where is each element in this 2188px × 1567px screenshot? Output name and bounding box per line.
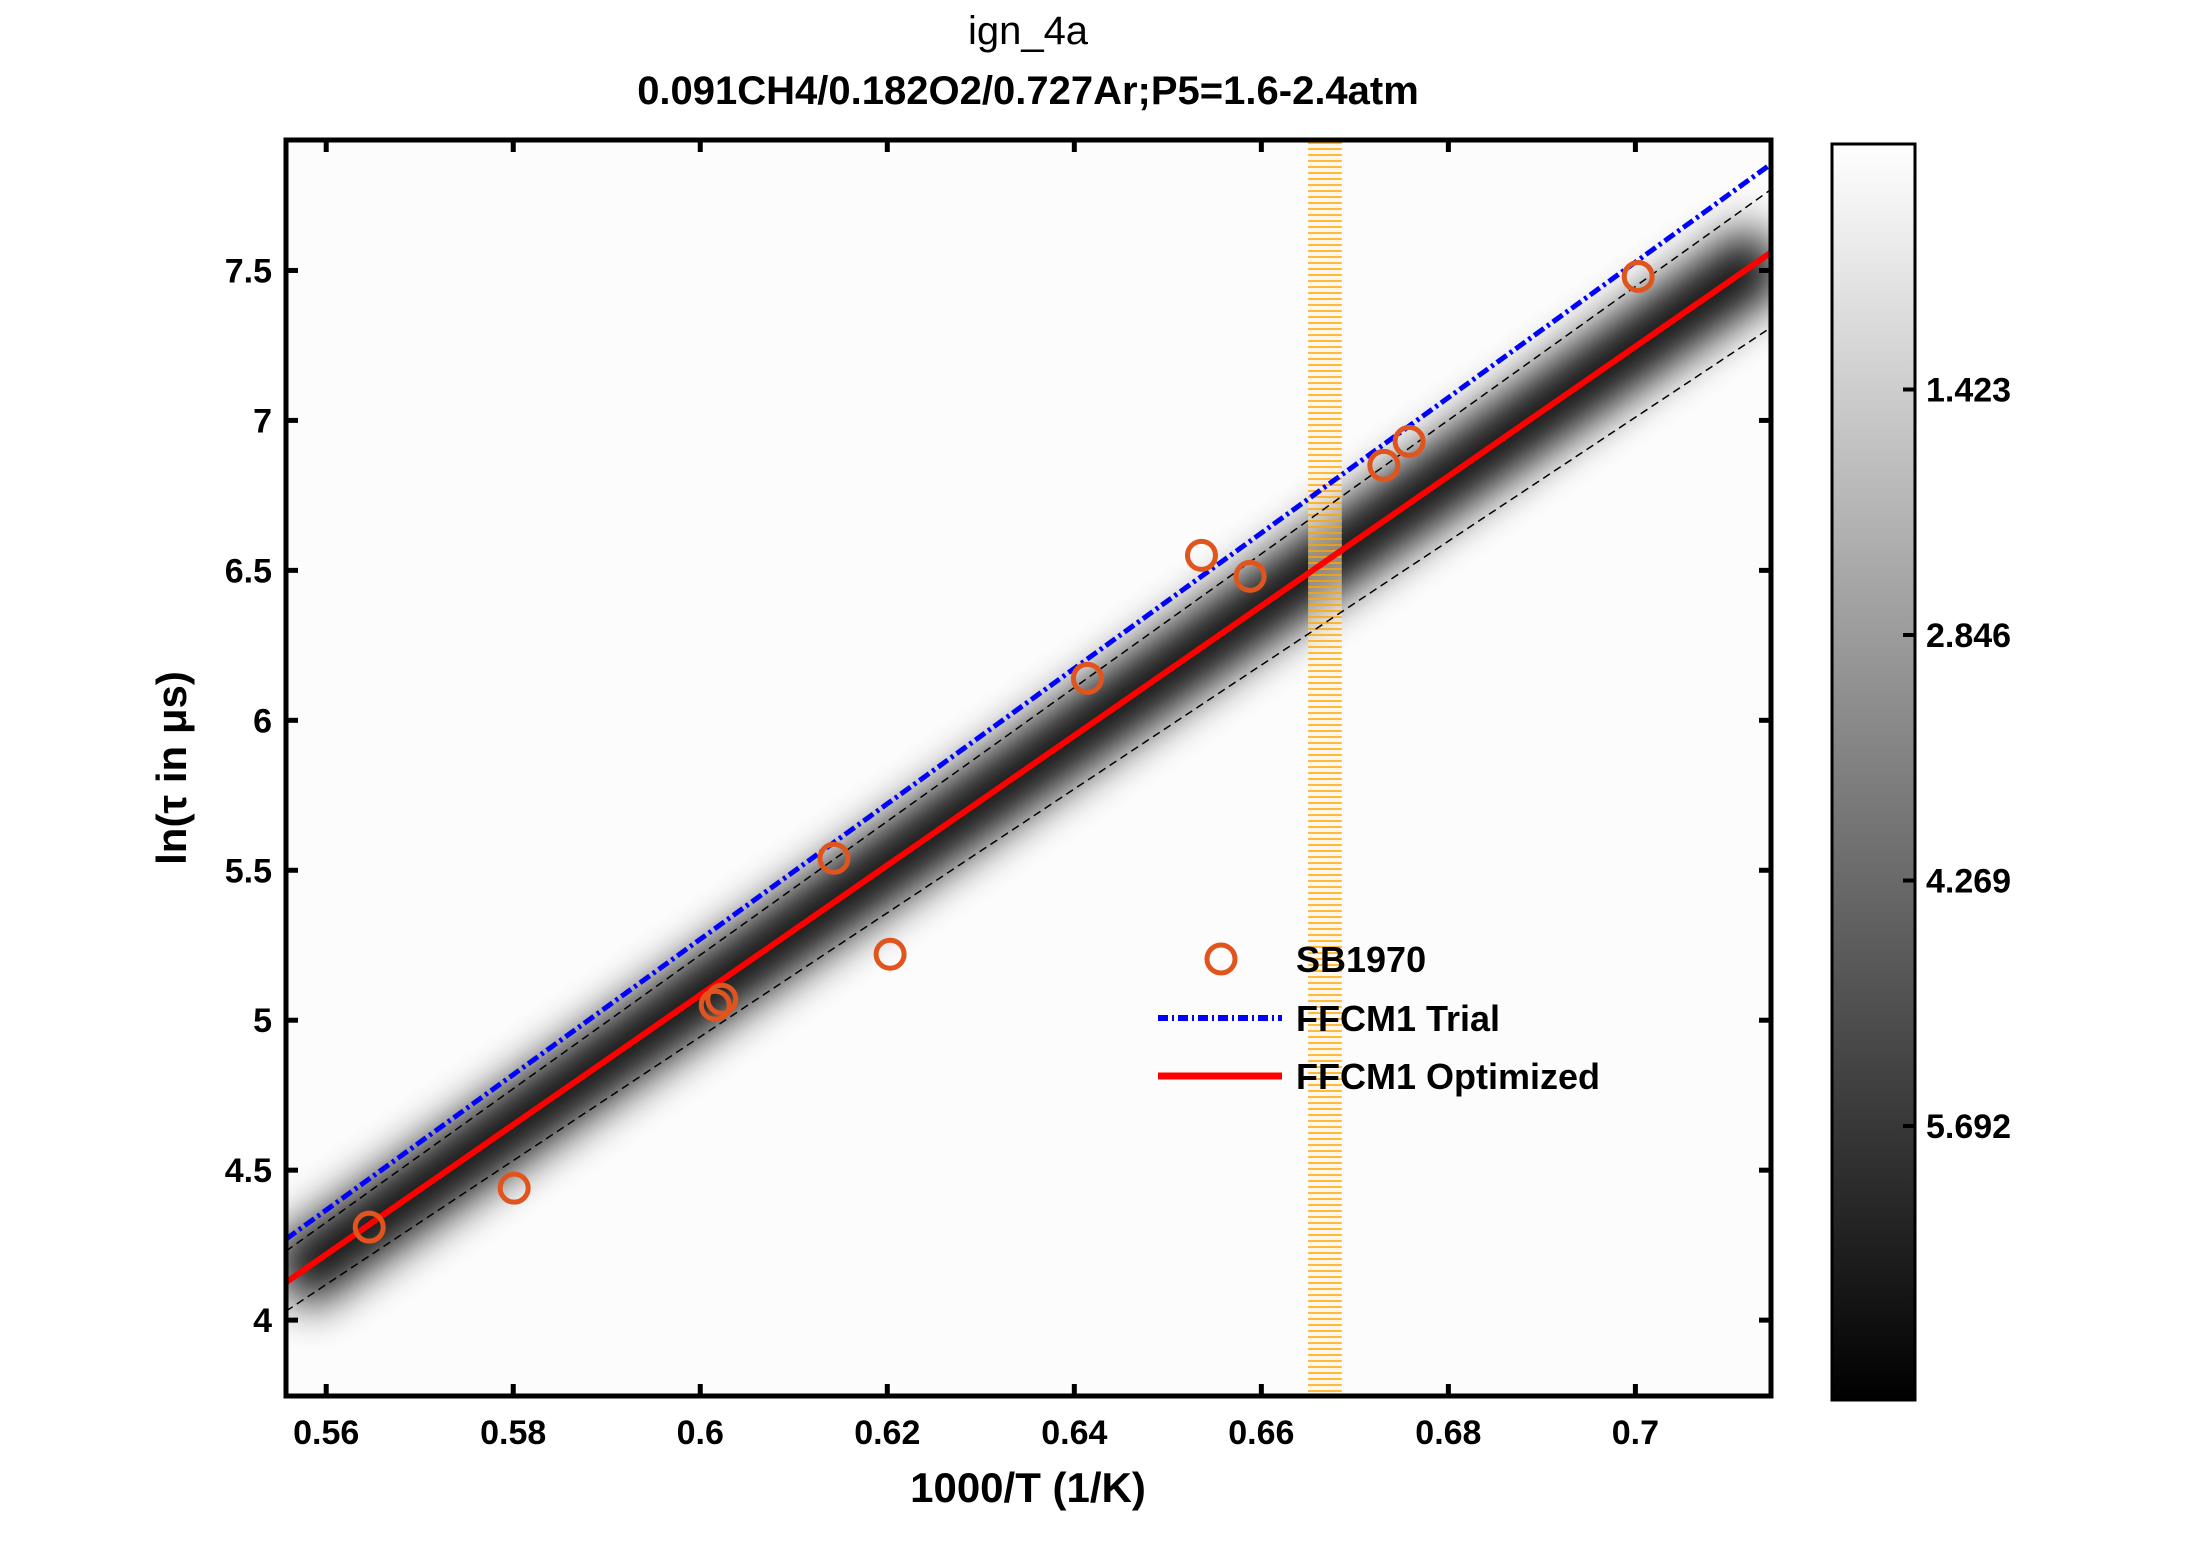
y-tick-label: 4	[253, 1302, 272, 1340]
data-point-sb1970	[705, 982, 739, 1016]
vertical-band	[1308, 140, 1342, 1396]
chart-subtitle: 0.091CH4/0.182O2/0.727Ar;P5=1.6-2.4atm	[637, 69, 1419, 113]
y-tick-label: 6	[253, 702, 272, 740]
data-point-sb1970	[1233, 559, 1267, 593]
data-point-sb1970	[352, 1210, 386, 1244]
x-tick-label: 0.68	[1415, 1414, 1481, 1452]
legend-label-optimized: FFCM1 Optimized	[1296, 1056, 1600, 1097]
data-point-sb1970	[1367, 448, 1401, 482]
x-axis-label: 1000/T (1/K)	[910, 1464, 1146, 1511]
data-point-sb1970	[1392, 424, 1426, 458]
x-tick-label: 0.7	[1612, 1414, 1659, 1452]
colorbar-tick-label: 2.846	[1926, 617, 2011, 655]
data-point-sb1970	[698, 988, 732, 1022]
x-tick-label: 0.6	[677, 1414, 724, 1452]
colorbar-tick-label: 5.692	[1926, 1108, 2011, 1146]
data-point-sb1970	[873, 937, 907, 971]
plot-frame	[283, 137, 1774, 1399]
y-tick-label: 5.5	[225, 852, 272, 890]
y-tick-label: 5	[253, 1002, 272, 1040]
uncertainty-bound-lower	[286, 326, 1771, 1312]
colorbar-gradient	[1830, 142, 1917, 1402]
x-tick-label: 0.64	[1041, 1414, 1107, 1452]
colorbar-tick-label: 1.423	[1926, 372, 2011, 410]
plot-area	[286, 140, 1771, 1396]
legend-label-sb1970: SB1970	[1296, 939, 1426, 980]
colorbar-tick-label: 4.269	[1926, 863, 2011, 901]
series-line-ffcm1-trial	[286, 161, 1771, 1242]
x-tick-label: 0.58	[480, 1414, 546, 1452]
x-tick-label: 0.66	[1228, 1414, 1294, 1452]
y-axis-label: ln(τ in μs)	[148, 671, 195, 865]
uncertainty-bound-upper	[286, 188, 1771, 1252]
legend-label-trial: FFCM1 Trial	[1296, 998, 1500, 1039]
data-point-sb1970	[497, 1171, 531, 1205]
y-tick-label: 6.5	[225, 552, 272, 590]
data-point-sb1970	[1185, 538, 1219, 572]
data-point-sb1970	[817, 841, 851, 875]
y-tick-label: 4.5	[225, 1152, 272, 1190]
x-tick-label: 0.62	[854, 1414, 920, 1452]
y-tick-label: 7.5	[225, 252, 272, 290]
series-line-ffcm1-optimized	[286, 249, 1771, 1285]
legend-marker-sb1970	[1204, 942, 1238, 976]
data-point-sb1970	[1070, 661, 1104, 695]
colorbar: 1.423 2.846 4.269 5.692	[1830, 142, 2011, 1402]
legend: SB1970 FFCM1 Trial FFCM1 Optimized	[1158, 939, 1600, 1097]
x-tick-label: 0.56	[293, 1414, 359, 1452]
data-point-sb1970	[1621, 259, 1655, 293]
y-tick-label: 7	[253, 402, 272, 440]
chart-title: ign_4a	[968, 9, 1089, 53]
